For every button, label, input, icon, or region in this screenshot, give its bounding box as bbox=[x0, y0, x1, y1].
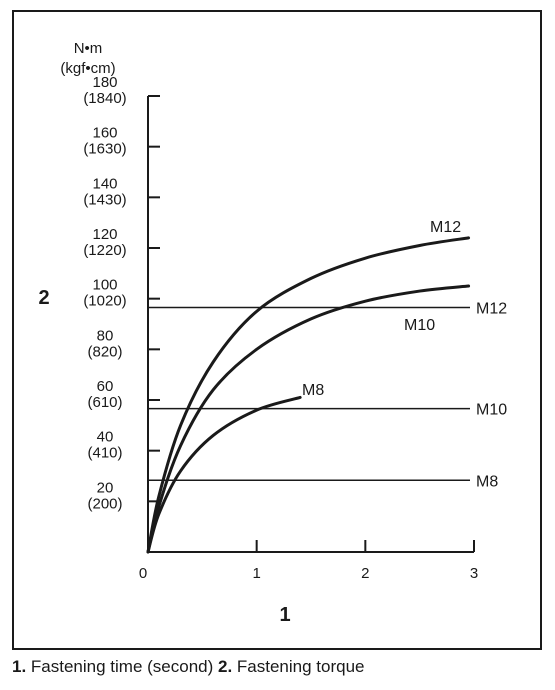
curve-label-m10: M10 bbox=[404, 317, 435, 334]
y-tick-sublabel-80: (820) bbox=[87, 343, 122, 360]
y-tick-label-100: 100 bbox=[92, 277, 117, 294]
series-labels: M12 M10 M8 M12 M10 M8 bbox=[302, 219, 507, 490]
caption-number-2: 2. bbox=[218, 657, 233, 676]
x-tick-label-0: 0 bbox=[139, 565, 147, 582]
reference-label-m8: M8 bbox=[476, 473, 498, 490]
y-tick-sublabel-180: (1840) bbox=[83, 90, 126, 107]
reference-label-m10: M10 bbox=[476, 402, 507, 419]
y-tick-sublabel-20: (200) bbox=[87, 495, 122, 512]
figure-caption: 1. Fastening time (second) 2. Fastening … bbox=[12, 657, 365, 677]
y-unit-bottom: (kgf•cm) bbox=[60, 60, 115, 77]
y-tick-label-140: 140 bbox=[92, 175, 117, 192]
y-tick-label-60: 60 bbox=[97, 378, 114, 395]
y-tick-sublabel-140: (1430) bbox=[83, 191, 126, 208]
y-tick-sublabel-60: (610) bbox=[87, 394, 122, 411]
y-tick-label-20: 20 bbox=[97, 479, 114, 496]
y-tick-sublabel-120: (1220) bbox=[83, 242, 126, 259]
caption-text-2: Fastening torque bbox=[232, 657, 365, 676]
y-ticks: 20(200) 40(410) 60(610) 80(820) 100(1020) 120… bbox=[83, 74, 160, 512]
x-tick-label-1: 1 bbox=[252, 565, 260, 582]
curve-label-m12: M12 bbox=[430, 219, 461, 236]
curve-m12 bbox=[146, 236, 471, 554]
curve-m10 bbox=[146, 284, 471, 554]
caption-text-1: Fastening time (second) bbox=[26, 657, 218, 676]
y-tick-label-180: 180 bbox=[92, 74, 117, 91]
x-ticks: 0 1 2 3 bbox=[139, 540, 478, 582]
y-tick-sublabel-100: (1020) bbox=[83, 293, 126, 310]
y-tick-label-160: 160 bbox=[92, 125, 117, 142]
curve-m8 bbox=[146, 395, 302, 554]
y-unit-top: N•m bbox=[74, 40, 103, 57]
x-axis-label: 1 bbox=[279, 604, 290, 626]
x-tick-label-2: 2 bbox=[361, 565, 369, 582]
y-tick-label-120: 120 bbox=[92, 226, 117, 243]
caption-number-1: 1. bbox=[12, 657, 27, 676]
curve-label-m8: M8 bbox=[302, 382, 324, 399]
axes bbox=[147, 96, 474, 553]
y-tick-label-40: 40 bbox=[97, 429, 114, 446]
torque-curves bbox=[146, 236, 471, 554]
y-axis-label: 2 bbox=[38, 287, 49, 309]
chart-frame bbox=[12, 10, 542, 650]
y-tick-sublabel-160: (1630) bbox=[83, 141, 126, 158]
y-tick-sublabel-40: (410) bbox=[87, 445, 122, 462]
x-tick-label-3: 3 bbox=[470, 565, 478, 582]
reference-label-m12: M12 bbox=[476, 301, 507, 318]
y-tick-label-80: 80 bbox=[97, 327, 114, 344]
